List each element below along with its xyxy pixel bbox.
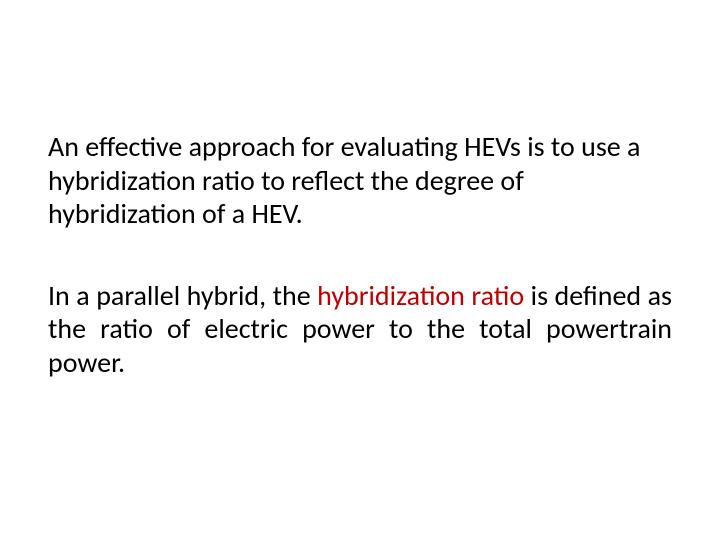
paragraph-hev-evaluation: An effective approach for evaluating HEV… [48, 130, 672, 231]
hybridization-ratio-term: hybridization ratio [317, 278, 524, 313]
para2-text-before: In a parallel hybrid, the [48, 278, 317, 313]
paragraph-hybridization-ratio-definition: In a parallel hybrid, the hybridization … [48, 279, 672, 380]
